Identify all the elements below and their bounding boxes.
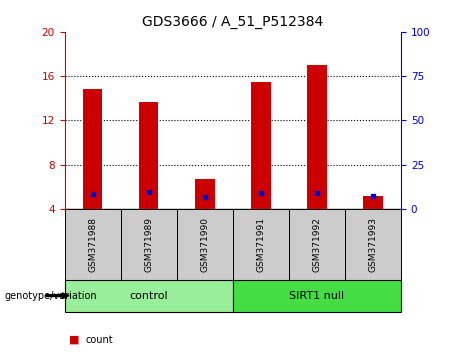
Bar	[195, 179, 214, 209]
Text: SIRT1 null: SIRT1 null	[290, 291, 344, 301]
Text: GSM371989: GSM371989	[144, 217, 153, 272]
Text: GSM371990: GSM371990	[200, 217, 209, 272]
Bar	[345, 209, 401, 280]
Text: GSM371991: GSM371991	[256, 217, 266, 272]
Bar	[307, 65, 327, 209]
Text: GSM371988: GSM371988	[88, 217, 97, 272]
Bar	[233, 280, 401, 312]
Bar	[289, 209, 345, 280]
Bar	[65, 280, 233, 312]
Bar	[177, 209, 233, 280]
Bar	[233, 209, 289, 280]
Text: GSM371993: GSM371993	[368, 217, 378, 272]
Text: count: count	[85, 335, 113, 345]
Bar	[121, 209, 177, 280]
Text: genotype/variation: genotype/variation	[5, 291, 97, 301]
Text: control: control	[130, 291, 168, 301]
Title: GDS3666 / A_51_P512384: GDS3666 / A_51_P512384	[142, 16, 324, 29]
Text: GSM371992: GSM371992	[313, 217, 321, 272]
Text: ■: ■	[69, 335, 80, 345]
Bar	[83, 89, 102, 209]
Bar	[251, 82, 271, 209]
Bar	[65, 209, 121, 280]
Bar	[139, 102, 159, 209]
Bar	[363, 195, 383, 209]
